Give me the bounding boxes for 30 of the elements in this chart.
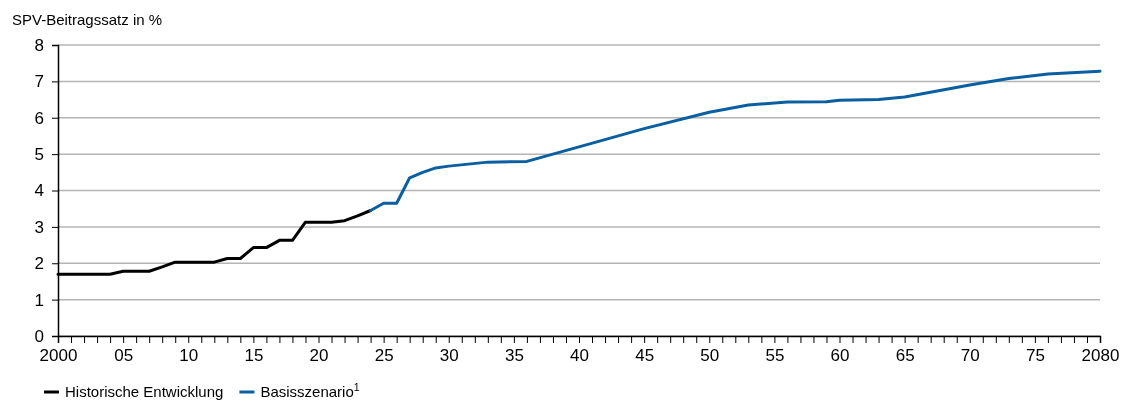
x-tick-label: 40 [570, 346, 589, 366]
x-tick-label: 20 [309, 346, 329, 366]
x-tick-label: 75 [1025, 346, 1045, 366]
y-axis-title: SPV-Beitragssatz in % [12, 11, 163, 28]
x-tick-label: 30 [439, 346, 459, 366]
x-tick-label: 45 [635, 346, 655, 366]
y-tick-label: 7 [34, 72, 44, 92]
x-tick-label: 05 [114, 346, 134, 366]
x-tick-label: 35 [504, 346, 524, 366]
x-tick-label: 2080 [1081, 346, 1120, 366]
x-tick-label: 50 [700, 346, 720, 366]
x-tick-label: 60 [830, 346, 850, 366]
y-tick-label: 6 [34, 108, 44, 128]
legend-label: Basisszenario$^{1}$ [260, 381, 360, 400]
x-tick-label: 2000 [39, 346, 78, 366]
y-tick-label: 8 [34, 35, 44, 55]
x-tick-label: 10 [179, 346, 199, 366]
x-tick-label: 65 [895, 346, 915, 366]
x-tick-label: 70 [960, 346, 980, 366]
x-tick-label: 55 [765, 346, 785, 366]
x-tick-label: 15 [244, 346, 264, 366]
line-series [369, 69, 1102, 213]
y-tick-label: 0 [34, 326, 44, 346]
legend-label: Historische Entwicklung [65, 383, 224, 400]
y-tick-label: 2 [34, 254, 44, 274]
x-tick-label: 25 [374, 346, 394, 366]
y-tick-label: 3 [34, 217, 44, 237]
y-tick-label: 1 [34, 290, 44, 310]
y-tick-label: 5 [34, 145, 44, 165]
y-tick-label: 4 [34, 181, 44, 201]
